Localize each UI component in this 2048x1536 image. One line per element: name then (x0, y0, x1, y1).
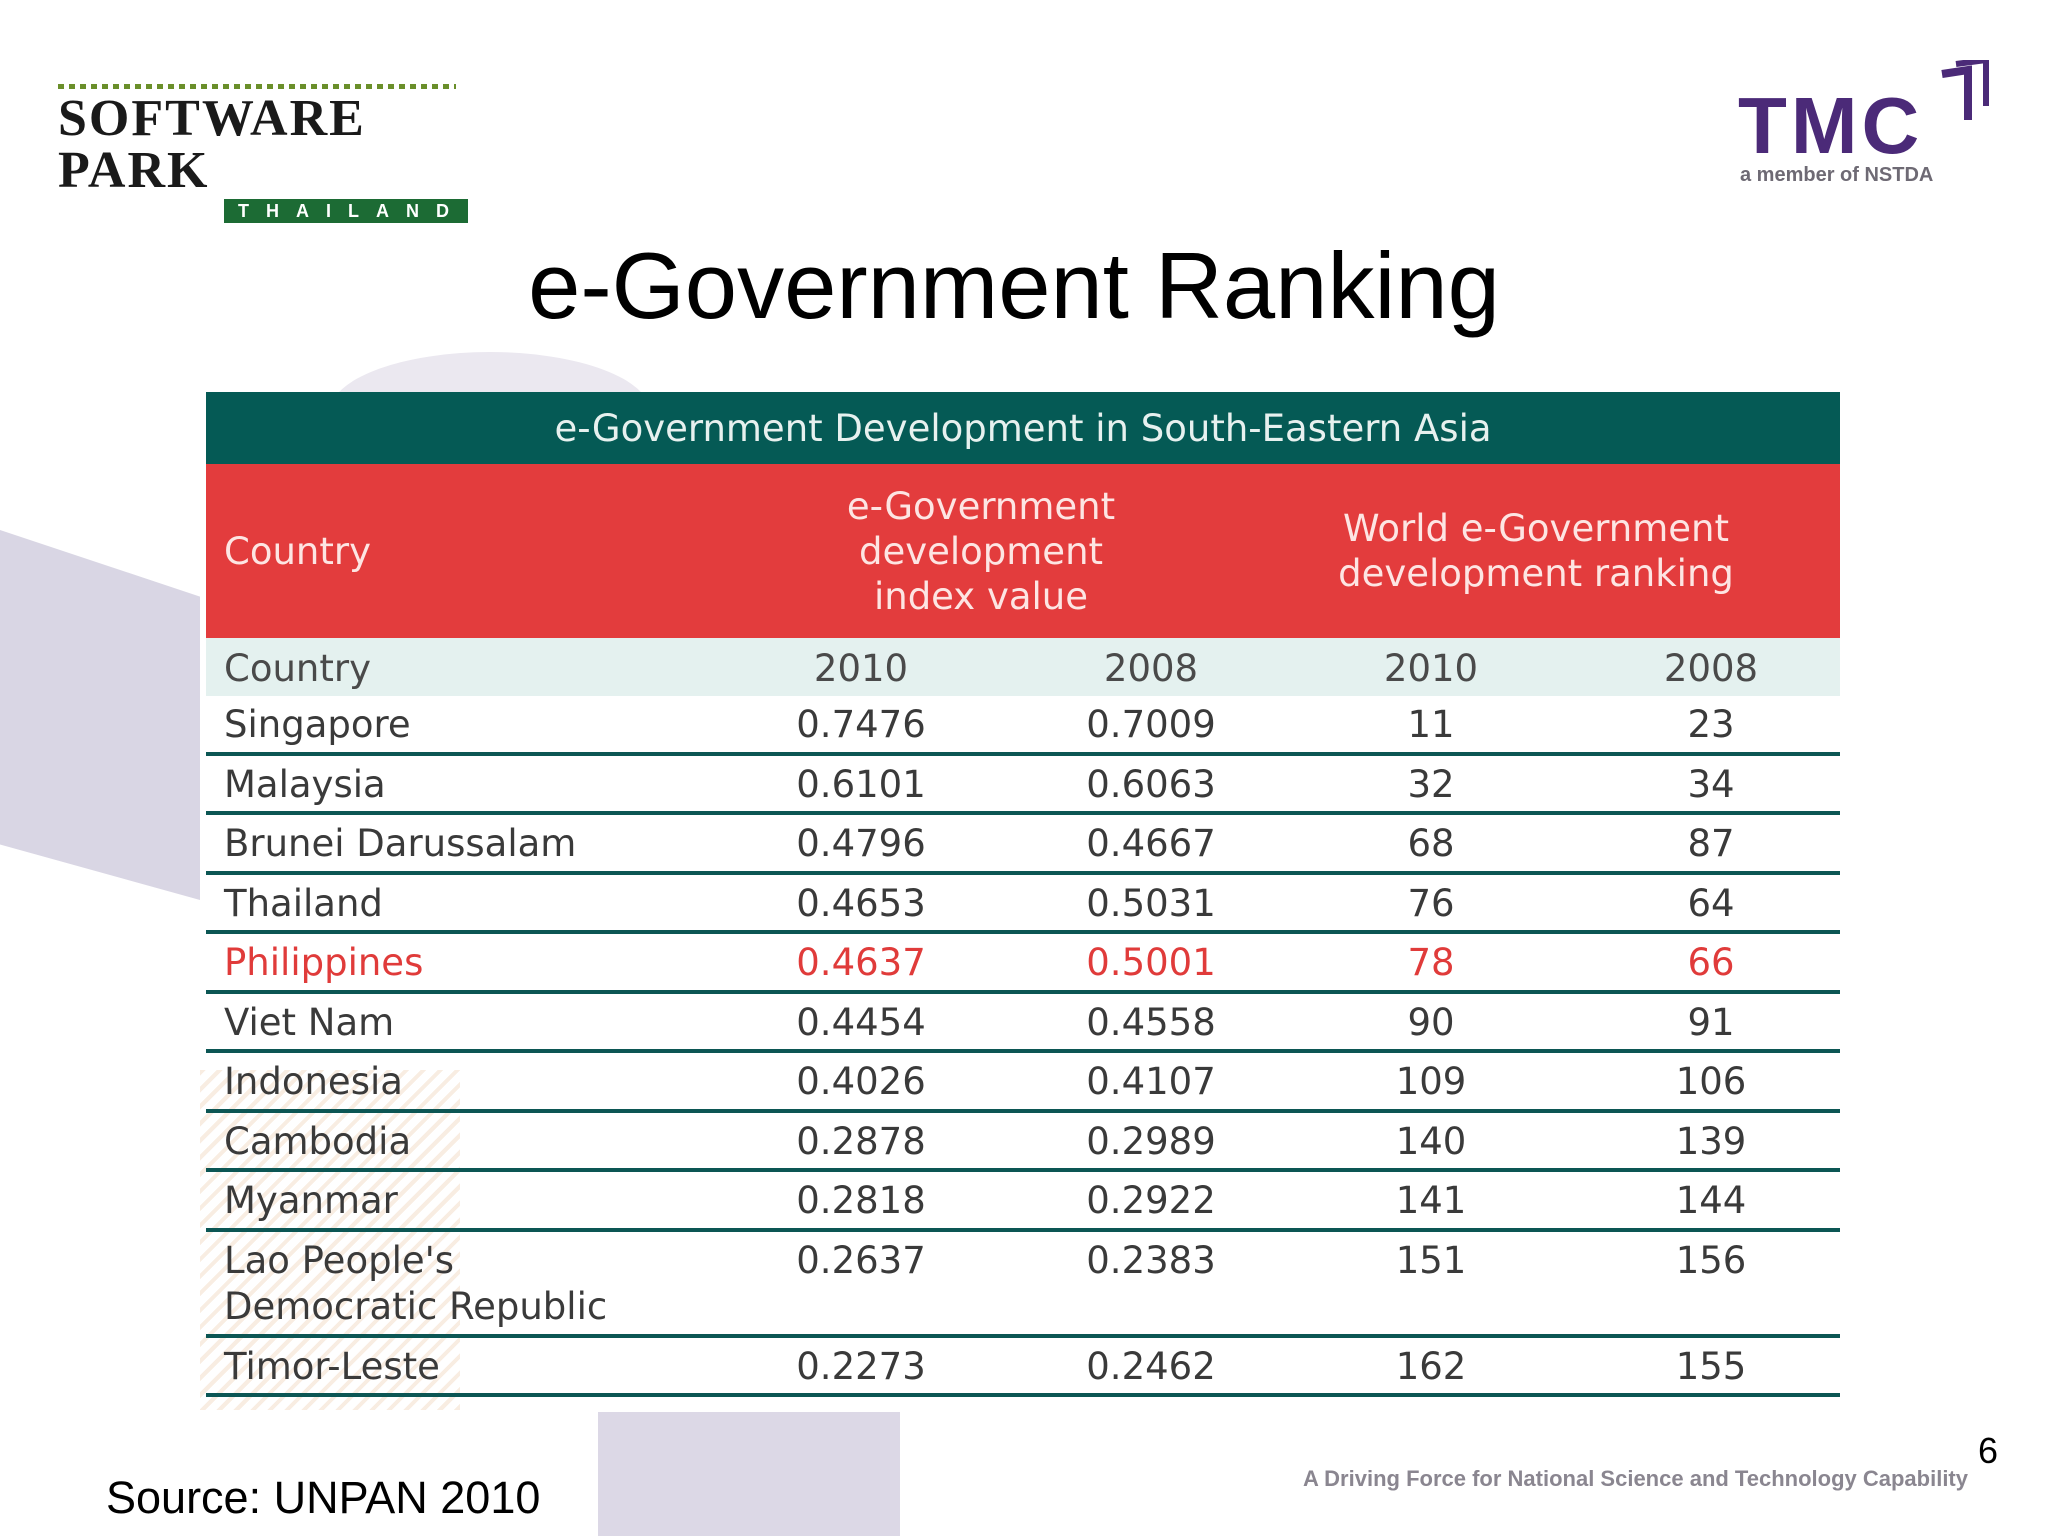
cell-index-2008: 0.4107 (1086, 1060, 1216, 1103)
header-country: Country (224, 529, 371, 573)
cell-index-2010: 0.4454 (796, 1000, 926, 1044)
header-world-ranking: World e-Government development ranking (1338, 507, 1734, 595)
cell-rank-2008: 155 (1675, 1344, 1747, 1388)
software-park-logo-text: SOFTWARE PARK (58, 90, 366, 199)
table-row: Lao People's Democratic Republic 0.2637 … (206, 1232, 1840, 1338)
tmc-arrow-icon (1941, 60, 1989, 120)
cell-rank-2008: 64 (1687, 881, 1735, 925)
cell-country: Lao People's Democratic Republic (224, 1238, 608, 1328)
cell-rank-2008: 66 (1687, 941, 1735, 984)
cell-country: Philippines (224, 941, 424, 984)
table-row: Singapore 0.7476 0.7009 11 23 (206, 696, 1840, 756)
page-title: e-Government Ranking (0, 236, 2048, 336)
subheader-index-2008: 2008 (1103, 647, 1199, 690)
background-block (598, 1412, 900, 1536)
cell-index-2008: 0.6063 (1086, 762, 1216, 806)
table-row: Cambodia 0.2878 0.2989 140 139 (206, 1113, 1840, 1172)
table-subheader: Country 2010 2008 2010 2008 (206, 638, 1840, 696)
cell-rank-2010: 151 (1395, 1238, 1467, 1282)
cell-country: Malaysia (224, 762, 386, 806)
ranking-table: e-Government Development in South-Easter… (206, 392, 1840, 1397)
cell-country: Myanmar (224, 1179, 398, 1222)
subheader-rank-2008: 2008 (1663, 647, 1759, 690)
cell-country: Viet Nam (224, 1000, 395, 1044)
tmc-logo-subtext: a member of NSTDA (1740, 164, 1934, 186)
subheader-country: Country (224, 647, 371, 690)
table-header: Country e-Government development index v… (206, 464, 1840, 638)
cell-rank-2010: 32 (1407, 762, 1455, 806)
cell-index-2008: 0.2462 (1086, 1344, 1216, 1388)
cell-rank-2010: 141 (1395, 1179, 1467, 1222)
table-row: Timor-Leste 0.2273 0.2462 162 155 (206, 1338, 1840, 1397)
table-row: Viet Nam 0.4454 0.4558 90 91 (206, 994, 1840, 1053)
cell-rank-2010: 162 (1395, 1344, 1467, 1388)
cell-index-2010: 0.7476 (796, 703, 926, 746)
cell-index-2008: 0.4667 (1086, 822, 1216, 865)
cell-index-2010: 0.2818 (796, 1179, 926, 1222)
cell-rank-2010: 109 (1395, 1060, 1467, 1103)
software-park-logo-subtext: THAILAND (224, 199, 468, 223)
cell-index-2010: 0.4796 (796, 822, 926, 865)
source-note: Source: UNPAN 2010 (106, 1472, 541, 1523)
header-index-value: e-Government development index value (846, 484, 1116, 618)
background-stripes (200, 1070, 460, 1410)
cell-rank-2008: 156 (1675, 1238, 1747, 1282)
cell-rank-2008: 106 (1675, 1060, 1747, 1103)
cell-index-2008: 0.5031 (1086, 881, 1216, 925)
cell-country: Timor-Leste (224, 1344, 440, 1388)
cell-index-2010: 0.4637 (796, 941, 926, 984)
footer-tagline: A Driving Force for National Science and… (1302, 1466, 1968, 1491)
cell-index-2008: 0.2989 (1086, 1119, 1216, 1163)
table-row: Indonesia 0.4026 0.4107 109 106 (206, 1053, 1840, 1113)
cell-rank-2010: 68 (1407, 822, 1455, 865)
logo-dot-line (58, 84, 456, 89)
cell-country: Thailand (224, 881, 383, 925)
page-title-text: e-Government Ranking (528, 233, 1500, 338)
cell-index-2008: 0.2922 (1086, 1179, 1216, 1222)
cell-rank-2008: 34 (1687, 762, 1735, 806)
cell-rank-2008: 87 (1687, 822, 1735, 865)
cell-country: Singapore (224, 703, 411, 746)
table-row: Malaysia 0.6101 0.6063 32 34 (206, 756, 1840, 815)
cell-index-2008: 0.4558 (1086, 1000, 1216, 1044)
cell-index-2010: 0.4653 (796, 881, 926, 925)
cell-index-2010: 0.2273 (796, 1344, 926, 1388)
cell-index-2010: 0.2637 (796, 1238, 926, 1282)
cell-index-2010: 0.4026 (796, 1060, 926, 1103)
subheader-rank-2010: 2010 (1383, 647, 1479, 690)
page-number: 6 (1977, 1430, 1998, 1471)
cell-country: Indonesia (224, 1060, 403, 1103)
cell-rank-2008: 23 (1687, 703, 1735, 746)
cell-index-2010: 0.2878 (796, 1119, 926, 1163)
cell-index-2010: 0.6101 (796, 762, 926, 806)
cell-rank-2010: 11 (1407, 703, 1455, 746)
software-park-logo: SOFTWARE PARK THAILAND (58, 84, 468, 223)
cell-index-2008: 0.2383 (1086, 1238, 1216, 1282)
tmc-logo-text: TMC (1738, 81, 1924, 170)
table-row-highlighted: Philippines 0.4637 0.5001 78 66 (206, 934, 1840, 994)
cell-country: Brunei Darussalam (224, 822, 577, 865)
cell-index-2008: 0.7009 (1086, 703, 1216, 746)
table-row: Brunei Darussalam 0.4796 0.4667 68 87 (206, 815, 1840, 875)
subheader-index-2010: 2010 (813, 647, 909, 690)
background-wedge (0, 530, 200, 900)
cell-rank-2008: 91 (1687, 1000, 1735, 1044)
table-row: Thailand 0.4653 0.5031 76 64 (206, 875, 1840, 934)
table-caption: e-Government Development in South-Easter… (206, 392, 1840, 464)
cell-rank-2010: 76 (1407, 881, 1455, 925)
cell-country: Cambodia (224, 1119, 412, 1163)
cell-index-2008: 0.5001 (1086, 941, 1216, 984)
table-row: Myanmar 0.2818 0.2922 141 144 (206, 1172, 1840, 1232)
cell-rank-2010: 90 (1407, 1000, 1455, 1044)
cell-rank-2010: 140 (1395, 1119, 1467, 1163)
cell-rank-2010: 78 (1407, 941, 1455, 984)
tmc-logo: TMC a member of NSTDA (1738, 60, 2008, 200)
cell-rank-2008: 139 (1675, 1119, 1747, 1163)
cell-rank-2008: 144 (1675, 1179, 1747, 1222)
